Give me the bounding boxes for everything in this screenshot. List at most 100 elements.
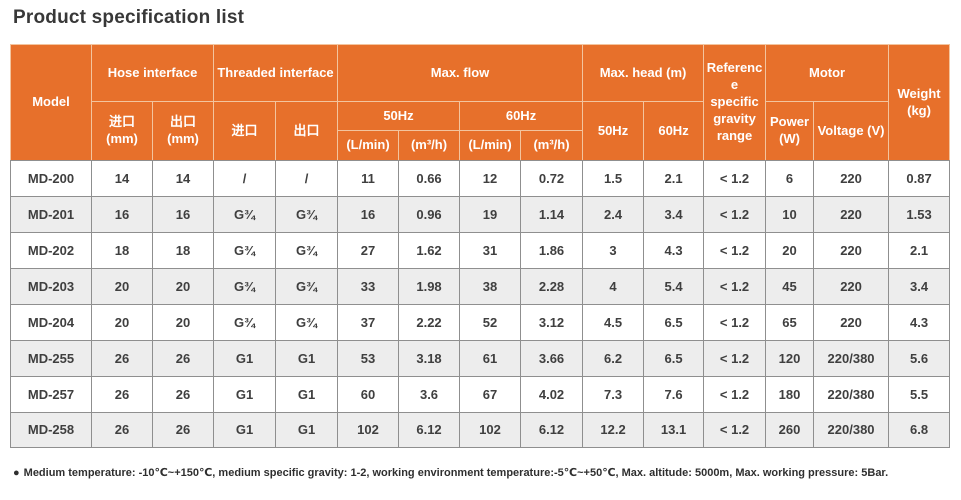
value-cell: G¾ — [275, 232, 338, 268]
value-cell: 33 — [337, 268, 399, 304]
col-header-outlet-mm: 出口 (mm) — [152, 101, 213, 160]
value-cell: 60 — [337, 376, 399, 412]
value-cell: 18 — [91, 232, 152, 268]
value-cell: 67 — [459, 376, 521, 412]
value-cell: 31 — [459, 232, 521, 268]
value-cell: 6.5 — [643, 340, 704, 376]
col-header-50hz-lmin: (L/min) — [337, 130, 399, 160]
col-header-voltage-v: Voltage (V) — [813, 101, 889, 160]
value-cell: 220 — [813, 304, 889, 340]
value-cell: 12.2 — [582, 412, 644, 448]
value-cell: 4 — [582, 268, 644, 304]
model-cell: MD-200 — [10, 160, 91, 196]
value-cell: 7.3 — [582, 376, 644, 412]
value-cell: 260 — [765, 412, 814, 448]
value-cell: G1 — [275, 340, 338, 376]
model-cell: MD-203 — [10, 268, 91, 304]
value-cell: 6.12 — [398, 412, 460, 448]
value-cell: 3.66 — [520, 340, 583, 376]
value-cell: 7.6 — [643, 376, 704, 412]
col-header-max-flow: Max. flow — [337, 44, 583, 101]
col-header-hose-interface: Hose interface — [91, 44, 213, 101]
value-cell: 120 — [765, 340, 814, 376]
value-cell: < 1.2 — [703, 304, 766, 340]
value-cell: 4.3 — [643, 232, 704, 268]
model-cell: MD-204 — [10, 304, 91, 340]
value-cell: G1 — [275, 412, 338, 448]
table-row: MD-202 18 18 G¾ G¾ 27 1.62 31 1.86 3 4.3 < 1.2 20 220… — [10, 232, 951, 268]
value-cell: 4.02 — [520, 376, 583, 412]
value-cell: 14 — [152, 160, 213, 196]
value-cell: 102 — [337, 412, 399, 448]
value-cell: 11 — [337, 160, 399, 196]
value-cell: 6.5 — [643, 304, 704, 340]
table-row: MD-257 26 26 G1 G1 60 3.6 67 4.02 7.3 7.6 < 1.2 180 2… — [10, 376, 951, 412]
col-header-threaded-inlet: 进口 — [213, 101, 275, 160]
col-header-max-head: Max. head (m) — [582, 44, 704, 101]
value-cell: < 1.2 — [703, 412, 766, 448]
value-cell: 61 — [459, 340, 521, 376]
footnote-text: Medium temperature: -10℃~+150℃, medium s… — [23, 467, 889, 479]
value-cell: 0.72 — [520, 160, 583, 196]
value-cell: 2.1 — [888, 232, 951, 268]
col-header-weight: Weight (kg) — [888, 44, 951, 160]
value-cell: 6.8 — [888, 412, 951, 448]
value-cell: 3 — [582, 232, 644, 268]
value-cell: 18 — [152, 232, 213, 268]
value-cell: 220/380 — [813, 376, 889, 412]
value-cell: 6.2 — [582, 340, 644, 376]
value-cell: 0.87 — [888, 160, 951, 196]
value-cell: 13.1 — [643, 412, 704, 448]
value-cell: 220/380 — [813, 412, 889, 448]
value-cell: 37 — [337, 304, 399, 340]
value-cell: < 1.2 — [703, 376, 766, 412]
value-cell: 26 — [152, 412, 213, 448]
value-cell: 52 — [459, 304, 521, 340]
value-cell: 26 — [91, 376, 152, 412]
model-cell: MD-257 — [10, 376, 91, 412]
value-cell: 45 — [765, 268, 814, 304]
value-cell: 20 — [91, 268, 152, 304]
spec-table-body: MD-200 14 14//11 0.66 12 0.72 1.5 2.1 < 1.2 6 220 0… — [10, 160, 951, 448]
table-row: MD-203 20 20 G¾ G¾ 33 1.98 38 2.28 4 5.4 < 1.2 45 220… — [10, 268, 951, 304]
value-cell: < 1.2 — [703, 268, 766, 304]
spec-table: Model Hose interface Threaded interface … — [10, 44, 951, 448]
value-cell: 1.98 — [398, 268, 460, 304]
value-cell: < 1.2 — [703, 196, 766, 232]
value-cell: 0.66 — [398, 160, 460, 196]
footnote: ● Medium temperature: -10℃~+150℃, medium … — [13, 466, 888, 479]
value-cell: 2.22 — [398, 304, 460, 340]
value-cell: 12 — [459, 160, 521, 196]
value-cell: < 1.2 — [703, 160, 766, 196]
value-cell: 5.6 — [888, 340, 951, 376]
value-cell: G¾ — [275, 268, 338, 304]
table-row: MD-255 26 26 G1 G1 53 3.18 61 3.66 6.2 6.5 < 1.2 120… — [10, 340, 951, 376]
value-cell: 16 — [152, 196, 213, 232]
col-header-flow-50hz: 50Hz — [337, 101, 460, 130]
model-cell: MD-201 — [10, 196, 91, 232]
value-cell: 180 — [765, 376, 814, 412]
header-row-2: 进口 (mm) 出口 (mm) 进口 出口 50Hz 60Hz 50Hz 60H… — [10, 101, 950, 160]
value-cell: G¾ — [213, 304, 275, 340]
value-cell: 19 — [459, 196, 521, 232]
value-cell: 102 — [459, 412, 521, 448]
value-cell: 20 — [152, 304, 213, 340]
value-cell: 65 — [765, 304, 814, 340]
col-header-50hz-m3h: (m³/h) — [398, 130, 460, 160]
value-cell: 1.5 — [582, 160, 644, 196]
value-cell: G¾ — [213, 232, 275, 268]
value-cell: 3.12 — [520, 304, 583, 340]
col-header-head-50hz: 50Hz — [582, 101, 644, 160]
value-cell: 1.62 — [398, 232, 460, 268]
value-cell: 26 — [152, 340, 213, 376]
value-cell: / — [213, 160, 275, 196]
value-cell: 2.1 — [643, 160, 704, 196]
page-title: Product specification list — [13, 7, 245, 28]
value-cell: 220/380 — [813, 340, 889, 376]
value-cell: 4.5 — [582, 304, 644, 340]
col-header-power-w: Power (W) — [765, 101, 814, 160]
spec-table-header: Model Hose interface Threaded interface … — [10, 44, 951, 160]
value-cell: 26 — [152, 376, 213, 412]
value-cell: 220 — [813, 196, 889, 232]
value-cell: / — [275, 160, 338, 196]
